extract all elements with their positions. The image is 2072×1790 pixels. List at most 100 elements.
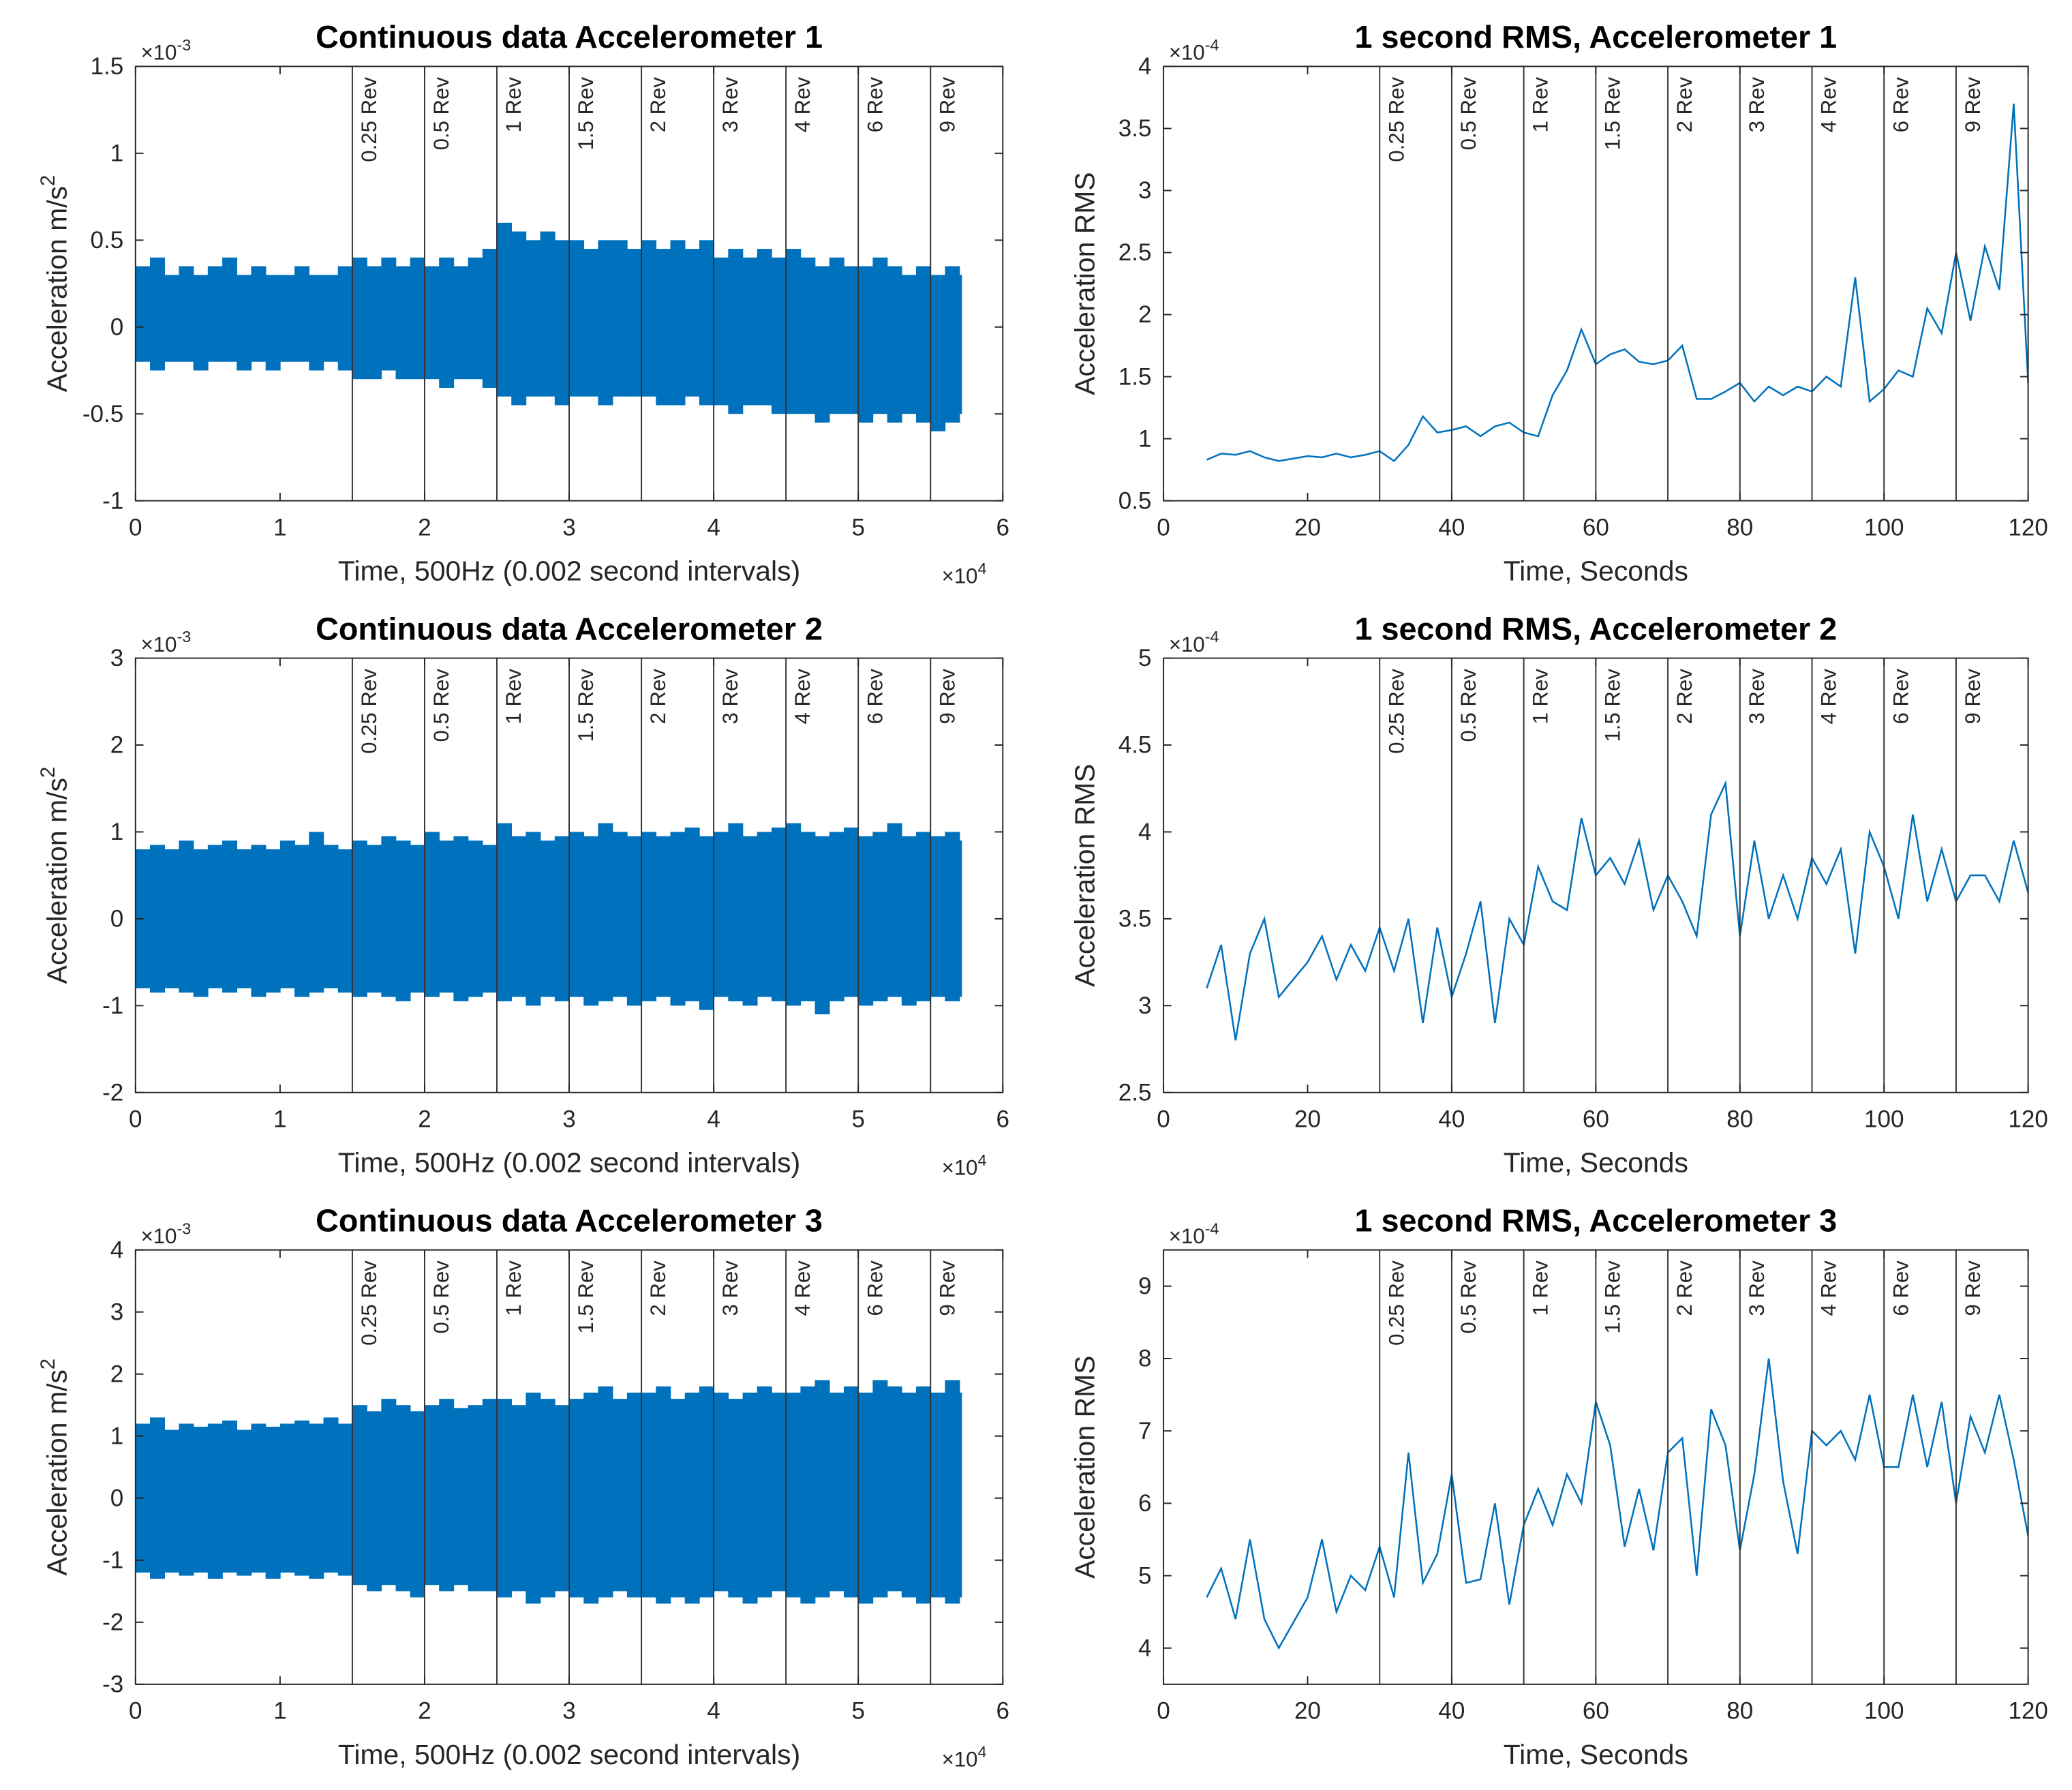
signal-band — [164, 849, 180, 988]
signal-band — [858, 1393, 874, 1604]
signal-band — [135, 266, 151, 362]
signal-band — [930, 275, 946, 431]
event-label: 6 Rev — [1889, 77, 1913, 133]
signal-band — [714, 832, 729, 997]
signal-band — [901, 836, 917, 1006]
signal-band — [583, 249, 599, 397]
signal-band — [887, 823, 902, 997]
signal-band — [222, 1421, 238, 1573]
y-tick-label: 5 — [1138, 645, 1152, 671]
event-label: 1 Rev — [1529, 1260, 1553, 1316]
signal-band — [916, 832, 932, 1001]
signal-band — [367, 845, 382, 993]
signal-band — [468, 257, 483, 380]
x-tick-label: 6 — [996, 1106, 1010, 1132]
signal-band — [554, 1405, 570, 1592]
x-multiplier: ×104 — [942, 1743, 987, 1772]
signal-band — [626, 836, 642, 1006]
signal-band — [482, 845, 498, 993]
y-tick-label: 1 — [110, 1423, 124, 1449]
signal-band — [337, 266, 353, 371]
event-label: 0.5 Rev — [1457, 669, 1480, 742]
signal-band — [945, 1380, 960, 1604]
signal-band — [858, 266, 874, 423]
signal-band — [424, 266, 440, 380]
x-axis-label: Time, 500Hz (0.002 second intervals) — [338, 556, 800, 587]
signal-band — [395, 1405, 411, 1592]
signal-band — [511, 1405, 527, 1592]
signal-band — [930, 1393, 946, 1598]
signal-band — [337, 1423, 353, 1576]
y-axis-label-sup: 2 — [37, 767, 59, 778]
signal-band — [323, 275, 339, 362]
signal-band — [771, 1393, 787, 1592]
signal-band — [959, 275, 962, 414]
event-label: 3 Rev — [718, 77, 742, 133]
x-tick-label: 5 — [851, 514, 865, 541]
y-axis-label: Acceleration m/s2 — [37, 1359, 73, 1576]
signal-band — [916, 1386, 932, 1604]
signal-band — [598, 240, 613, 406]
event-label: 9 Rev — [935, 669, 959, 725]
signal-band — [872, 1380, 888, 1598]
signal-band — [265, 849, 281, 993]
y-tick-label: 4 — [1138, 1635, 1152, 1661]
signal-band — [309, 1423, 324, 1579]
y-tick-label: 8 — [1138, 1346, 1152, 1372]
y-axis-label-sup: 2 — [37, 175, 59, 186]
signal-band — [728, 1399, 744, 1598]
y-multiplier-base: ×10 — [1169, 633, 1205, 656]
signal-band — [222, 257, 238, 362]
x-tick-label: 3 — [562, 514, 576, 541]
x-tick-label: 6 — [996, 514, 1010, 541]
y-axis-label-sup: 2 — [37, 1359, 59, 1369]
signal-band — [554, 836, 570, 1001]
x-tick-label: 20 — [1294, 1106, 1321, 1132]
y-multiplier-base: ×10 — [141, 41, 177, 65]
y-axis-label: Acceleration RMS — [1069, 763, 1101, 986]
y-tick-label: 2 — [1138, 301, 1152, 328]
event-label: 2 Rev — [1673, 669, 1696, 725]
event-label: 2 Rev — [1673, 77, 1696, 133]
x-tick-label: 0 — [1157, 1106, 1170, 1132]
signal-band — [164, 275, 180, 362]
signal-band — [294, 845, 310, 997]
signal-band — [511, 231, 527, 406]
signal-band — [829, 257, 844, 414]
event-label: 1.5 Rev — [574, 77, 598, 151]
y-tick-label: -0.5 — [82, 401, 123, 427]
y-tick-label: 4 — [1138, 53, 1152, 80]
x-tick-label: 1 — [273, 1106, 287, 1132]
y-multiplier-base: ×10 — [141, 1224, 177, 1248]
signal-band — [207, 1423, 223, 1579]
signal-band — [945, 832, 960, 1001]
signal-band — [251, 845, 266, 997]
y-axis-label: Acceleration m/s2 — [37, 175, 73, 393]
signal-band — [959, 840, 962, 997]
signal-band — [525, 240, 541, 397]
event-label: 0.5 Rev — [1457, 1260, 1480, 1334]
x-tick-label: 2 — [418, 1698, 431, 1725]
signal-band — [786, 249, 802, 414]
y-multiplier: ×10-3 — [141, 1219, 192, 1248]
signal-band — [714, 1393, 729, 1592]
x-tick-label: 120 — [2008, 514, 2048, 541]
signal-band — [453, 836, 469, 1001]
signal-band — [814, 266, 830, 423]
x-multiplier-exp: 4 — [978, 560, 987, 577]
signal-band — [771, 828, 787, 1001]
signal-band — [497, 823, 512, 1001]
chart-title: Continuous data Accelerometer 1 — [316, 19, 823, 55]
signal-band — [742, 1393, 758, 1604]
signal-band — [540, 840, 555, 997]
event-label: 1 Rev — [502, 77, 525, 133]
signal-band — [641, 1393, 657, 1598]
signal-band — [323, 1417, 339, 1573]
event-label: 6 Rev — [863, 1260, 887, 1316]
y-multiplier-base: ×10 — [1169, 41, 1205, 65]
y-multiplier-base: ×10 — [1169, 1224, 1205, 1248]
x-tick-label: 100 — [1864, 1106, 1904, 1132]
y-tick-label: 1 — [110, 140, 124, 167]
event-label: 2 Rev — [646, 1260, 670, 1316]
